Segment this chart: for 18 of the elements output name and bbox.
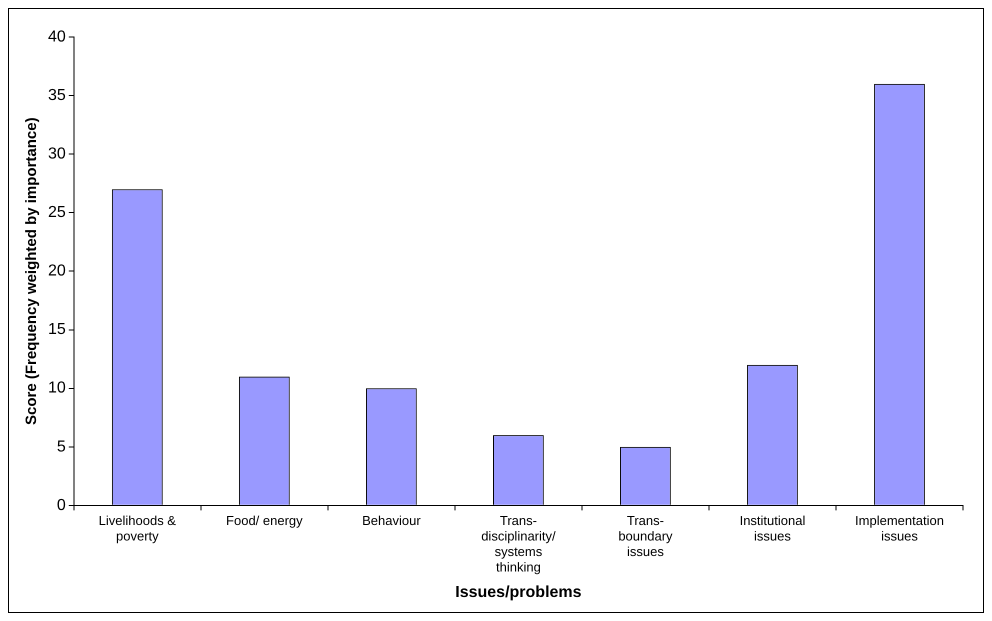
y-tick-label: 5 — [56, 438, 66, 456]
x-tick-label: Trans-disciplinarity/ systems thinking — [481, 512, 556, 575]
y-tick-label: 20 — [48, 262, 66, 280]
y-tick-label: 0 — [56, 496, 66, 514]
x-tick-label: Trans-boundary issues — [618, 512, 674, 559]
y-tick-label: 30 — [48, 146, 66, 163]
y-tick-label: 15 — [48, 321, 66, 338]
x-tick-label: Behaviour — [362, 512, 422, 528]
x-tick-label: Institutional issues — [740, 512, 806, 544]
x-tick-label: Food/ energy — [226, 512, 304, 528]
y-tick-label: 40 — [48, 28, 66, 46]
y-axis-title: Score (Frequency weighted by importance) — [23, 117, 40, 425]
y-tick-label: 10 — [48, 380, 66, 397]
x-tick-label: Implementation issues — [855, 512, 944, 544]
x-axis-title: Issues/problems — [455, 584, 582, 601]
y-tick-label: 25 — [48, 204, 66, 222]
y-tick-label: 35 — [48, 86, 66, 104]
x-tick-label: Livelihoods & poverty — [98, 512, 176, 544]
